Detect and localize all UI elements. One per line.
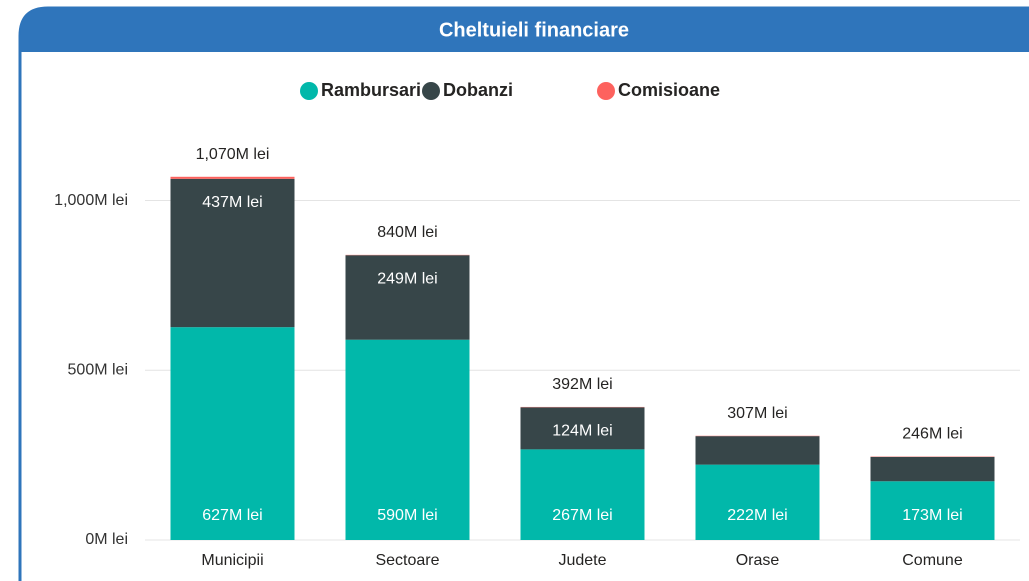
- value-label: 124M lei: [552, 422, 612, 439]
- header-band: [20, 8, 1029, 52]
- bar-segment: [345, 255, 470, 340]
- total-label: 246M lei: [902, 426, 962, 443]
- bar-segment: [520, 407, 645, 450]
- bar-segment: [170, 327, 295, 540]
- bar-segment: [870, 481, 995, 540]
- legend-label: Comisioane: [618, 80, 720, 100]
- value-label: 267M lei: [552, 507, 612, 524]
- total-label: 307M lei: [727, 405, 787, 422]
- value-label: 627M lei: [202, 507, 262, 524]
- total-label: 1,070M lei: [196, 146, 270, 163]
- value-label: 222M lei: [727, 507, 787, 524]
- bar-segment: [870, 456, 995, 482]
- x-tick-label: Sectoare: [375, 552, 439, 569]
- x-tick-label: Comune: [902, 552, 963, 569]
- bar-segment: [520, 449, 645, 540]
- x-tick-label: Orase: [736, 552, 780, 569]
- value-label: 249M lei: [377, 270, 437, 287]
- bar-segment: [695, 464, 820, 540]
- y-tick-label: 0M lei: [85, 531, 128, 548]
- x-tick-label: Judete: [558, 552, 606, 569]
- legend-swatch: [300, 82, 318, 100]
- value-label: 173M lei: [902, 507, 962, 524]
- legend-label: Rambursari: [321, 80, 421, 100]
- x-tick-label: Municipii: [201, 552, 263, 569]
- y-tick-label: 500M lei: [68, 361, 128, 378]
- total-label: 392M lei: [552, 376, 612, 393]
- value-label: 437M lei: [202, 194, 262, 211]
- total-label: 840M lei: [377, 224, 437, 241]
- bar-segment: [170, 176, 295, 179]
- legend-label: Dobanzi: [443, 80, 513, 100]
- bar-segment: [695, 436, 820, 465]
- legend-swatch: [422, 82, 440, 100]
- legend-swatch: [597, 82, 615, 100]
- y-tick-label: 1,000M lei: [54, 192, 128, 209]
- bar-segment: [170, 178, 295, 328]
- bar-segment: [345, 339, 470, 540]
- value-label: 590M lei: [377, 507, 437, 524]
- chart-title: Cheltuieli financiare: [439, 19, 629, 41]
